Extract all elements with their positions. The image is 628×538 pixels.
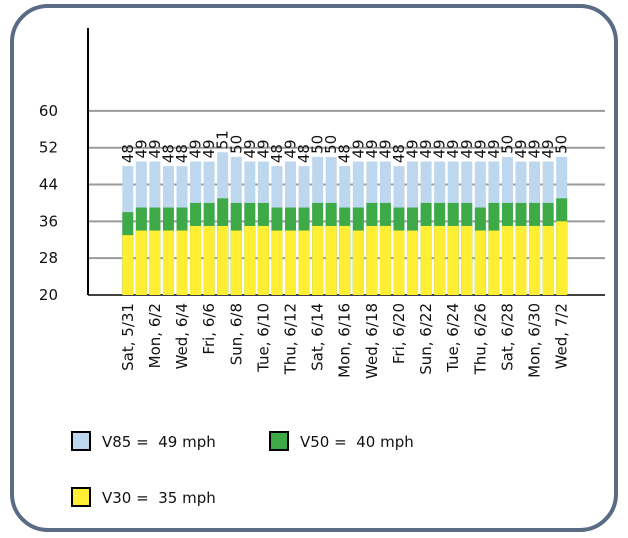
- data-label: 48: [268, 144, 286, 163]
- x-tick-label: Fri, 6/20: [390, 303, 408, 364]
- data-label: 49: [363, 139, 381, 158]
- y-tick-label: 36: [39, 212, 58, 230]
- legend-label: V30 = 35 mph: [102, 489, 216, 507]
- data-label: 49: [458, 139, 476, 158]
- data-label: 49: [254, 139, 272, 158]
- x-tick-label: Wed, 6/18: [363, 303, 381, 379]
- x-tick-label: Sun, 6/22: [417, 303, 435, 375]
- legend-label: V50 = 40 mph: [300, 433, 414, 451]
- data-label: 50: [322, 135, 340, 154]
- data-label: 48: [173, 144, 191, 163]
- x-tick-label: Tue, 6/10: [254, 303, 272, 373]
- data-label: 49: [444, 139, 462, 158]
- data-label: 50: [309, 135, 327, 154]
- bar: [474, 230, 486, 295]
- bar: [420, 225, 432, 295]
- data-label: 49: [485, 139, 503, 158]
- data-label: 49: [539, 139, 557, 158]
- data-label: 49: [431, 139, 449, 158]
- y-tick-label: 60: [39, 102, 58, 120]
- bar: [190, 225, 202, 295]
- x-tick-label: Tue, 6/24: [444, 303, 462, 373]
- x-tick-label: Sat, 6/28: [498, 303, 516, 371]
- bar: [339, 225, 351, 295]
- bar: [162, 230, 174, 295]
- legend-swatch: [71, 487, 91, 507]
- x-tick-label: Sat, 5/31: [119, 303, 137, 371]
- bar: [135, 230, 147, 295]
- bar: [244, 225, 256, 295]
- bar: [312, 225, 324, 295]
- data-label: 49: [376, 139, 394, 158]
- bar: [501, 225, 513, 295]
- bar: [203, 225, 215, 295]
- data-label: 49: [404, 139, 422, 158]
- bar: [515, 225, 527, 295]
- data-label: 50: [498, 135, 516, 154]
- data-label: 49: [349, 139, 367, 158]
- y-tick-label: 28: [39, 249, 58, 267]
- x-tick-label: Mon, 6/2: [146, 303, 164, 368]
- x-tick-label: Mon, 6/16: [336, 303, 354, 378]
- x-tick-label: Thu, 6/26: [471, 303, 489, 375]
- legend-label: V85 = 49 mph: [102, 433, 216, 451]
- bar: [149, 230, 161, 295]
- data-label: 51: [214, 130, 232, 149]
- bar: [434, 225, 446, 295]
- frame: [10, 4, 618, 532]
- bar: [542, 225, 554, 295]
- data-label: 50: [227, 135, 245, 154]
- data-label: 49: [471, 139, 489, 158]
- x-tick-label: Sat, 6/14: [309, 303, 327, 371]
- data-label: 49: [282, 139, 300, 158]
- x-tick-label: Wed, 7/2: [553, 303, 571, 369]
- x-tick-label: Mon, 6/30: [526, 303, 544, 378]
- bar: [352, 230, 364, 295]
- bar: [298, 230, 310, 295]
- legend-swatch: [71, 431, 91, 451]
- legend-swatch: [269, 431, 289, 451]
- bar: [366, 225, 378, 295]
- bar: [461, 225, 473, 295]
- bar: [230, 230, 242, 295]
- bar: [271, 230, 283, 295]
- bar: [285, 230, 296, 295]
- data-label: 49: [417, 139, 435, 158]
- data-label: 49: [146, 139, 164, 158]
- data-label: 48: [336, 144, 354, 163]
- data-label: 48: [295, 144, 313, 163]
- y-tick-label: 44: [39, 176, 58, 194]
- x-tick-label: Thu, 6/12: [282, 303, 300, 375]
- bar: [217, 225, 229, 295]
- bar: [529, 225, 541, 295]
- x-tick-label: Sun, 6/8: [227, 303, 245, 365]
- bar: [257, 225, 269, 295]
- data-label: 49: [512, 139, 530, 158]
- data-label: 48: [390, 144, 408, 163]
- x-tick-label: Wed, 6/4: [173, 303, 191, 369]
- data-label: 49: [241, 139, 259, 158]
- bar: [176, 230, 188, 295]
- bar: [407, 230, 419, 295]
- y-tick-label: 20: [39, 286, 58, 304]
- bar: [488, 230, 500, 295]
- bar: [393, 230, 405, 295]
- data-label: 49: [132, 139, 150, 158]
- data-label: 49: [187, 139, 205, 158]
- data-label: 49: [200, 139, 218, 158]
- data-label: 48: [159, 144, 177, 163]
- data-label: 48: [119, 144, 137, 163]
- data-label: 50: [553, 135, 571, 154]
- bar: [379, 225, 391, 295]
- bar: [556, 221, 568, 295]
- data-label: 49: [526, 139, 544, 158]
- bar: [122, 235, 134, 295]
- bar: [447, 225, 459, 295]
- y-tick-label: 52: [39, 139, 58, 157]
- bar: [325, 225, 337, 295]
- x-tick-label: Fri, 6/6: [200, 303, 218, 355]
